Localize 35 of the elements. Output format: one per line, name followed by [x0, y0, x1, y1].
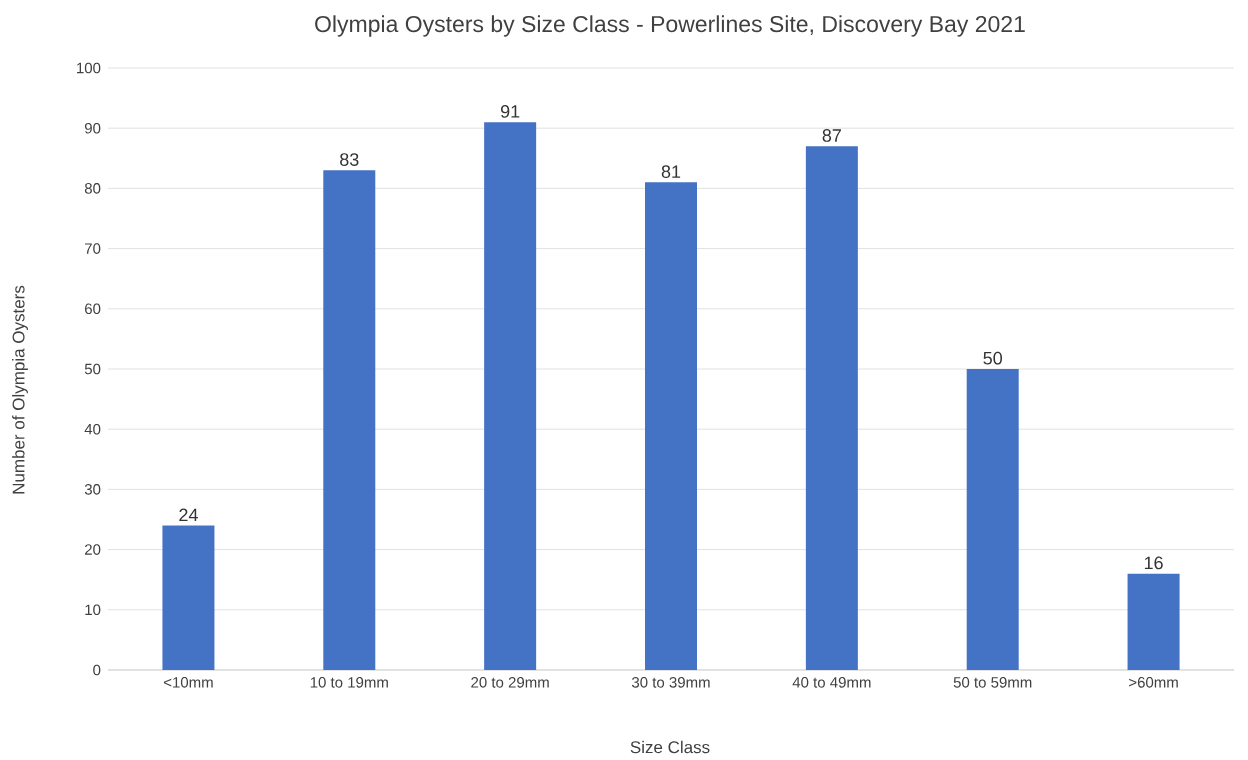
y-tick-label: 80 [84, 183, 101, 194]
bar [484, 122, 537, 670]
x-axis-title: Size Class [630, 740, 710, 754]
y-tick-label: 60 [85, 303, 101, 315]
y-tick-label: 20 [85, 544, 101, 555]
y-tick-label: 90 [84, 122, 101, 134]
data-label: 87 [822, 129, 841, 142]
y-axis-title: Number of Olympia Oysters [12, 285, 28, 494]
y-tick-label: 50 [84, 363, 101, 375]
data-label: 81 [661, 165, 681, 178]
bar [323, 170, 376, 670]
chart-title: Olympia Oysters by Size Class - Powerlines Site, Discovery Bay 2021 [315, 15, 1025, 37]
y-tick-label: 100 [77, 62, 101, 74]
data-label: 50 [983, 351, 1003, 365]
y-tick-label: 10 [85, 604, 101, 616]
bar [1127, 573, 1180, 670]
bar [805, 146, 858, 670]
x-tick-label: 40 to 49mm [792, 677, 871, 688]
x-tick-label: >60mm [1129, 677, 1178, 688]
y-tick-label: 40 [84, 423, 101, 435]
data-label: 83 [340, 153, 359, 166]
y-tick-label: 0 [93, 664, 101, 676]
y-tick-label: 70 [85, 243, 101, 254]
x-tick-label: 50 to 59mm [953, 677, 1032, 688]
bar [645, 182, 697, 670]
y-tick-label: 30 [84, 484, 101, 495]
x-tick-label: 20 to 29mm [471, 677, 549, 688]
x-tick-label: <10mm [163, 677, 213, 688]
x-tick-label: 30 to 39mm [631, 677, 710, 688]
data-label: 16 [1144, 556, 1163, 570]
bar [162, 525, 215, 670]
data-label: 24 [179, 508, 198, 522]
x-tick-label: 10 to 19mm [310, 677, 388, 688]
data-label: 91 [500, 105, 520, 118]
bar [966, 368, 1019, 670]
